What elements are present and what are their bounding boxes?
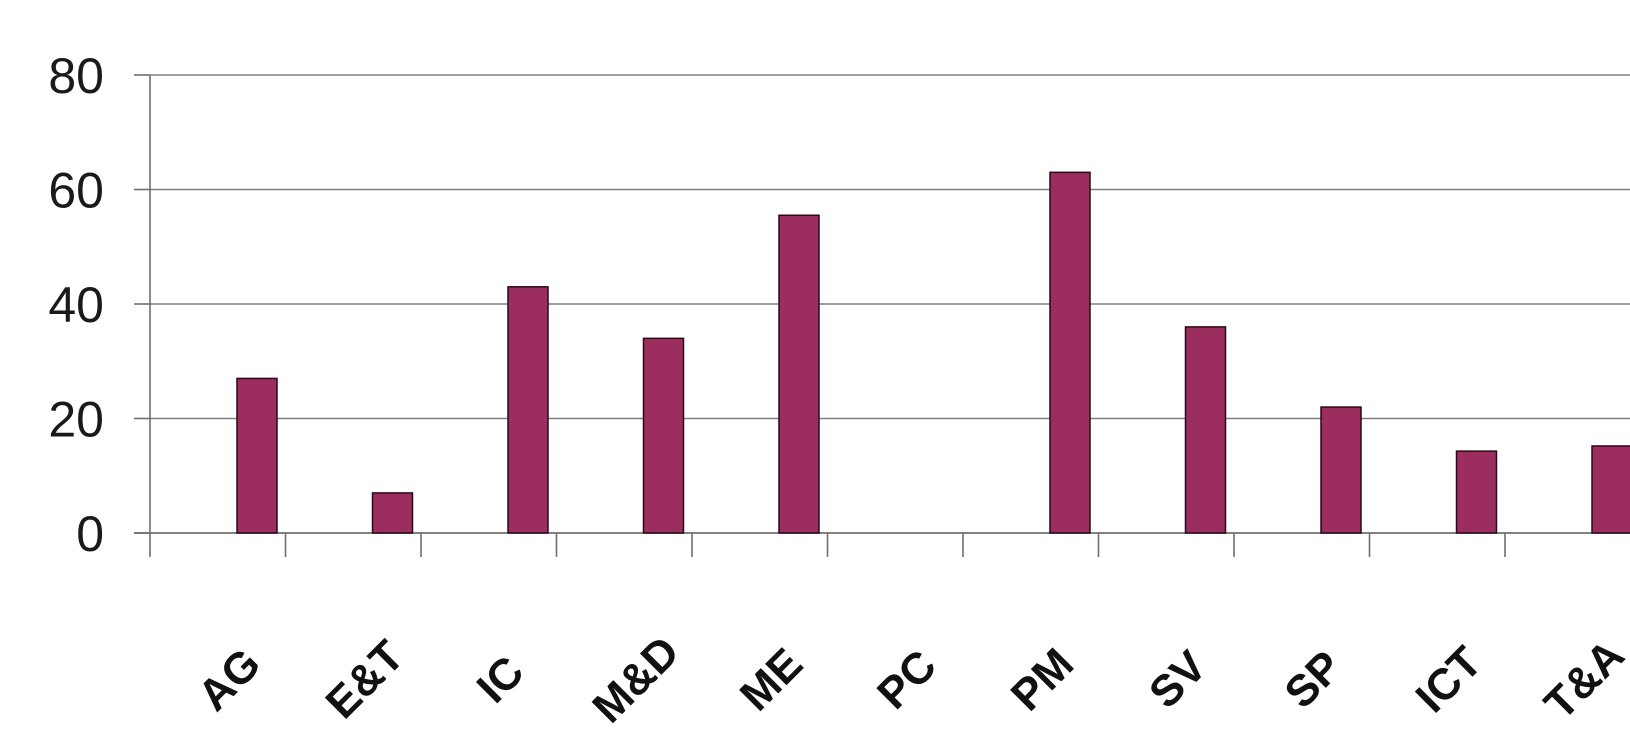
bar-ICT bbox=[1455, 450, 1498, 534]
bar-T&A bbox=[1591, 445, 1630, 534]
bar-ME bbox=[778, 214, 820, 534]
bar-AG bbox=[236, 377, 278, 534]
x-tick-label: PM bbox=[1002, 639, 1083, 720]
y-tick-label: 0 bbox=[76, 506, 104, 562]
x-tick-label: PC bbox=[868, 641, 946, 719]
y-tick-label: 20 bbox=[48, 392, 104, 448]
bar-PM bbox=[1049, 171, 1091, 534]
x-tick-labels: AG E&T IC M&D ME PC PM SV SP ICT T&A bbox=[189, 627, 1630, 733]
y-tick-label: 40 bbox=[48, 277, 104, 333]
axes bbox=[134, 74, 1630, 557]
x-tick-label: M&D bbox=[583, 627, 689, 733]
x-tick-label: ICT bbox=[1407, 637, 1492, 722]
y-tick-label: 80 bbox=[48, 48, 104, 104]
gridlines bbox=[150, 74, 1630, 420]
bar-IC bbox=[507, 286, 549, 534]
y-tick-labels: 0 20 40 60 80 bbox=[48, 48, 104, 562]
x-tick-label: E&T bbox=[317, 631, 414, 728]
bars bbox=[236, 171, 1630, 534]
bar-SP bbox=[1320, 406, 1362, 534]
bar-E&T bbox=[371, 492, 414, 534]
y-tick-label: 60 bbox=[48, 163, 104, 219]
x-tick-label: SV bbox=[1140, 641, 1217, 718]
x-tick-label: SP bbox=[1275, 642, 1351, 718]
x-tick-label: IC bbox=[468, 647, 534, 713]
x-tick-label: ME bbox=[731, 639, 812, 720]
bar-M&D bbox=[642, 337, 685, 534]
x-tick-label: T&A bbox=[1535, 630, 1630, 729]
bar-SV bbox=[1184, 326, 1227, 534]
x-tick-label: AG bbox=[189, 639, 270, 720]
